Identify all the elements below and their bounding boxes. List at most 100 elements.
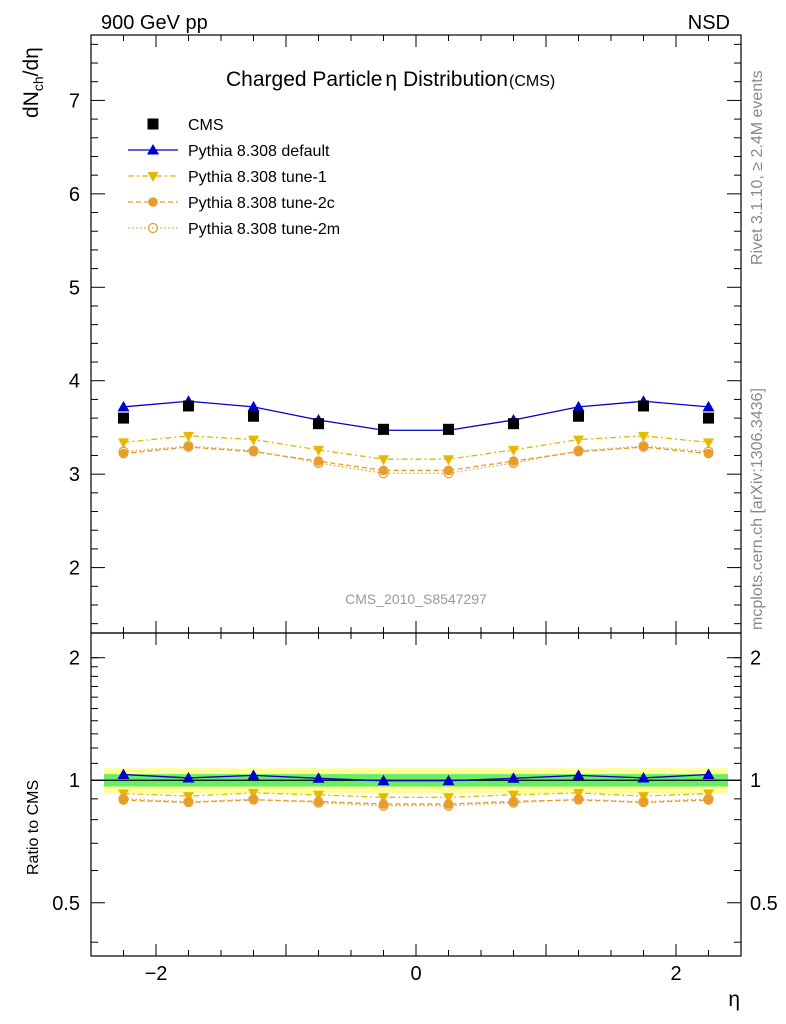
analysis-watermark: CMS_2010_S8547297 [345, 591, 487, 607]
ratio-point-pythia-8-308-default [702, 768, 715, 779]
ratio-point-pythia-8-308-default [507, 772, 520, 783]
ratio-point-pythia-8-308-tune-1 [313, 790, 324, 801]
main-point-pythia-8-308-default [702, 400, 715, 412]
ratio-y-tick-label-left: 2 [69, 648, 80, 670]
main-point-pythia-8-308-tune-2m [183, 440, 194, 452]
mcplots-label: mcplots.cern.ch [arXiv:1306.3436] [749, 388, 766, 630]
ratio-series-group [117, 768, 715, 811]
main-point-pythia-8-308-tune-2m [378, 468, 389, 479]
main-point-pythia-8-308-tune-2m [508, 457, 519, 469]
main-point-pythia-8-308-tune-1 [638, 431, 649, 442]
main-point-pythia-8-308-tune-1 [118, 438, 129, 449]
main-point-pythia-8-308-tune-2c [703, 448, 714, 459]
main-point-pythia-8-308-tune-2m [313, 457, 324, 469]
main-point-pythia-8-308-tune-1 [313, 445, 324, 456]
main-point-cms [638, 400, 649, 412]
ratio-point-pythia-8-308-tune-1 [573, 788, 584, 799]
header-left-label: 900 GeV pp [101, 12, 208, 34]
legend-label-pythia-8-308-tune-2c: Pythia 8.308 tune-2c [188, 195, 335, 212]
legend-label-pythia-8-308-tune-2m: Pythia 8.308 tune-2m [188, 221, 340, 238]
main-point-pythia-8-308-tune-2m [703, 446, 714, 457]
x-axis-label: η [728, 988, 740, 1011]
ratio-point-pythia-8-308-tune-2m [183, 796, 194, 807]
main-point-pythia-8-308-tune-1 [508, 445, 519, 456]
axis-ticks [90, 35, 742, 956]
ratio-point-pythia-8-308-tune-2m [703, 793, 714, 805]
main-point-cms [703, 412, 714, 424]
main-point-cms [313, 418, 324, 430]
legend-marker-cms [147, 118, 159, 130]
main-point-pythia-8-308-tune-2m [118, 446, 129, 457]
main-point-pythia-8-308-default [572, 400, 585, 412]
main-point-cms [118, 412, 129, 424]
ratio-line-pythia-8-308-tune-2m [123, 798, 709, 807]
ratio-y-tick-label-left: 0.5 [52, 893, 80, 915]
main-point-pythia-8-308-tune-2c [508, 456, 519, 466]
ratio-line-pythia-8-308-default [123, 773, 709, 782]
ratio-point-pythia-8-308-tune-1 [508, 790, 519, 801]
legend-label-pythia-8-308-default: Pythia 8.308 default [188, 143, 330, 160]
ratio-point-pythia-8-308-default [247, 769, 260, 780]
ratio-point-pythia-8-308-tune-2m [573, 794, 584, 805]
ratio-point-pythia-8-308-tune-1 [248, 788, 259, 799]
ratio-line-pythia-8-308-tune-1 [123, 792, 709, 798]
legend-marker-pythia-8-308-tune-2m [147, 222, 159, 234]
main-point-pythia-8-308-tune-2c [313, 456, 324, 466]
ratio-point-pythia-8-308-default [117, 768, 130, 779]
legend-marker-pythia-8-308-tune-1 [147, 172, 159, 182]
chart-title-symbol: η [385, 68, 397, 91]
main-ylabel-base: dN [20, 91, 43, 118]
main-point-cms [183, 400, 194, 412]
main-point-pythia-8-308-tune-1 [573, 435, 584, 446]
main-y-tick-label: 7 [69, 90, 80, 112]
main-line-pythia-8-308-default [123, 400, 709, 431]
main-y-tick-label: 3 [69, 464, 80, 486]
main-point-pythia-8-308-tune-1 [378, 455, 389, 466]
main-point-pythia-8-308-tune-2c [118, 448, 129, 459]
chart-title-tag: (CMS) [509, 73, 555, 90]
chart-title-suffix: Distribution [397, 68, 508, 91]
ratio-y-tick-label-right: 1 [750, 770, 761, 792]
main-line-pythia-8-308-tune-1 [123, 435, 709, 460]
ratio-point-pythia-8-308-tune-1 [443, 793, 454, 804]
x-tick-label: −2 [145, 963, 168, 985]
rivet-label: Rivet 3.1.10, ≥ 2.4M events [749, 70, 766, 265]
ratio-point-pythia-8-308-default [377, 774, 390, 786]
main-ylabel: dNch/dη [20, 47, 46, 118]
ratio-y-tick-label-left: 1 [69, 770, 80, 792]
main-y-tick-label: 2 [69, 558, 80, 580]
main-series-group [117, 395, 715, 479]
x-tick-label: 0 [410, 963, 421, 985]
ratio-point-pythia-8-308-tune-2m [508, 797, 519, 808]
main-point-pythia-8-308-tune-1 [703, 438, 714, 449]
main-point-pythia-8-308-default [247, 400, 260, 412]
main-point-cms [508, 418, 519, 430]
ratio-point-pythia-8-308-tune-2m [378, 800, 389, 811]
main-point-pythia-8-308-tune-2m [443, 468, 454, 479]
main-point-pythia-8-308-tune-2m [638, 440, 649, 452]
main-point-pythia-8-308-tune-2c [378, 465, 389, 476]
ratio-ylabel: Ratio to CMS [25, 780, 42, 875]
main-point-pythia-8-308-tune-1 [183, 431, 194, 442]
legend-label-cms: CMS [188, 117, 224, 134]
x-tick-label: 2 [670, 963, 681, 985]
ratio-y-tick-labels: 0.5 0.5 1 1 2 2 [52, 648, 778, 915]
x-tick-labels: −2 0 2 [145, 963, 682, 985]
ratio-point-pythia-8-308-tune-2m [118, 793, 129, 805]
legend-label-pythia-8-308-tune-1: Pythia 8.308 tune-1 [188, 169, 327, 186]
ratio-point-pythia-8-308-tune-2m [248, 794, 259, 805]
main-point-pythia-8-308-tune-2m [573, 445, 584, 456]
ratio-point-pythia-8-308-tune-2c [248, 795, 259, 805]
ratio-y-tick-label-right: 2 [750, 648, 761, 670]
main-y-tick-labels: 2 3 4 5 6 7 [69, 90, 80, 579]
chart-title-prefix: Charged Particle [226, 68, 382, 91]
legend-marker-pythia-8-308-tune-2c [148, 197, 158, 207]
legend: CMS Pythia 8.308 default Pythia 8.308 tune… [128, 117, 340, 238]
main-y-tick-label: 6 [69, 184, 80, 206]
ratio-point-pythia-8-308-default [312, 772, 325, 783]
main-point-pythia-8-308-tune-1 [443, 455, 454, 466]
main-point-cms [573, 410, 584, 422]
ratio-line-pythia-8-308-tune-2c [123, 799, 709, 805]
ratio-point-pythia-8-308-tune-2m [313, 797, 324, 808]
